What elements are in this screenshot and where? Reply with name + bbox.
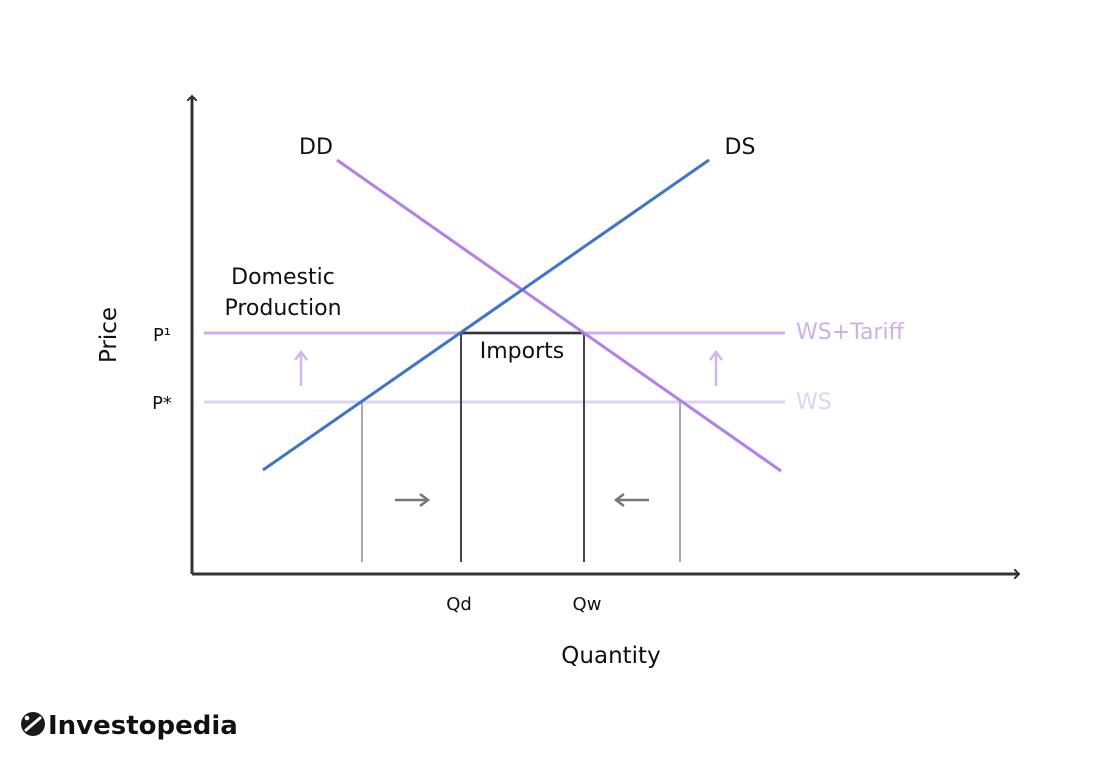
pstar-price-label: P* <box>152 393 172 414</box>
p1-price-label: P¹ <box>153 325 171 346</box>
price-shift-up-arrow-left <box>294 349 308 386</box>
imports-label: Imports <box>480 339 564 364</box>
domestic-production-label-line2: Production <box>224 296 341 321</box>
demand-curve <box>336 158 782 473</box>
supply-curve <box>262 158 710 472</box>
y-axis-title: Price <box>96 307 122 363</box>
investopedia-logo: Investopedia <box>21 711 238 741</box>
supply-curve-label: DS <box>725 135 756 160</box>
quantity-shift-right-arrow <box>395 493 431 507</box>
quantity-shift-left-arrow <box>613 493 649 507</box>
domestic-production-label-line1: Domestic <box>231 265 335 290</box>
investopedia-logo-text: Investopedia <box>48 711 238 741</box>
qd-tick-label: Qd <box>446 594 472 615</box>
ws-tariff-label: WS+Tariff <box>796 320 905 345</box>
qw-tick-label: Qw <box>573 594 602 615</box>
ws-label: WS <box>796 390 832 415</box>
x-axis-title: Quantity <box>561 643 660 669</box>
demand-curve-label: DD <box>299 135 333 160</box>
price-shift-up-arrow-right <box>709 349 723 386</box>
